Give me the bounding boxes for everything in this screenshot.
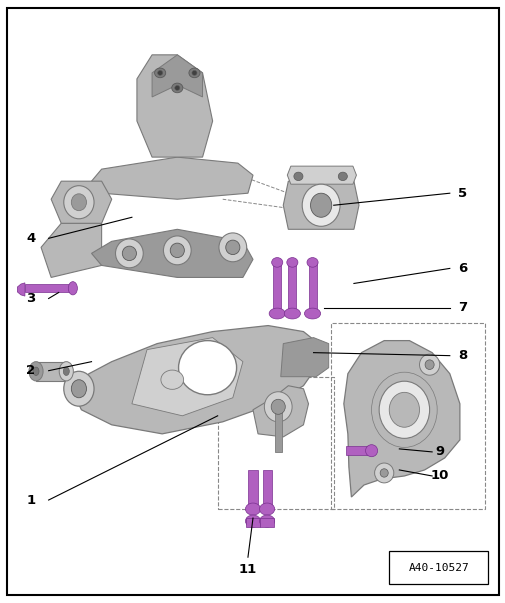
Ellipse shape <box>284 308 300 319</box>
Bar <box>248 470 257 509</box>
Ellipse shape <box>64 186 94 219</box>
Ellipse shape <box>245 515 260 527</box>
Bar <box>217 377 333 509</box>
Ellipse shape <box>424 360 433 370</box>
Ellipse shape <box>191 71 196 75</box>
Bar <box>260 518 274 527</box>
Ellipse shape <box>219 233 246 262</box>
Ellipse shape <box>374 463 393 483</box>
Ellipse shape <box>259 515 274 527</box>
Text: 1: 1 <box>26 493 35 507</box>
Polygon shape <box>132 338 242 416</box>
Ellipse shape <box>379 469 387 477</box>
Ellipse shape <box>63 367 69 376</box>
Polygon shape <box>283 181 358 229</box>
Ellipse shape <box>378 381 429 438</box>
Ellipse shape <box>158 71 162 75</box>
Bar <box>262 470 271 509</box>
Polygon shape <box>343 341 459 497</box>
Bar <box>345 446 371 455</box>
Bar <box>273 262 281 314</box>
Ellipse shape <box>68 282 77 295</box>
Ellipse shape <box>388 393 419 428</box>
Text: 7: 7 <box>457 301 466 314</box>
Text: A40-10527: A40-10527 <box>408 563 468 573</box>
Ellipse shape <box>71 380 86 398</box>
Bar <box>308 262 316 314</box>
Ellipse shape <box>301 184 339 226</box>
Text: 11: 11 <box>238 563 257 576</box>
Ellipse shape <box>225 240 239 254</box>
Bar <box>25 284 73 292</box>
Ellipse shape <box>115 239 143 268</box>
Polygon shape <box>36 362 66 381</box>
Ellipse shape <box>310 193 331 217</box>
Text: 2: 2 <box>26 364 35 377</box>
Ellipse shape <box>293 172 302 180</box>
Text: 8: 8 <box>457 349 466 362</box>
Text: 3: 3 <box>26 292 35 305</box>
Text: 9: 9 <box>434 446 443 458</box>
Ellipse shape <box>174 86 179 90</box>
Ellipse shape <box>264 392 291 422</box>
Polygon shape <box>91 229 252 277</box>
Polygon shape <box>51 181 112 223</box>
Ellipse shape <box>33 367 39 376</box>
Ellipse shape <box>171 83 182 93</box>
Polygon shape <box>152 55 202 97</box>
Bar <box>245 518 260 527</box>
Ellipse shape <box>269 308 285 319</box>
Ellipse shape <box>64 371 94 406</box>
Polygon shape <box>280 338 328 377</box>
Polygon shape <box>252 386 308 437</box>
Polygon shape <box>137 55 212 157</box>
Ellipse shape <box>188 68 199 78</box>
Text: 10: 10 <box>430 470 448 482</box>
Text: 6: 6 <box>457 262 466 275</box>
Ellipse shape <box>365 444 377 456</box>
Ellipse shape <box>161 370 183 390</box>
Text: 4: 4 <box>26 232 35 245</box>
Ellipse shape <box>155 68 165 78</box>
Polygon shape <box>17 283 25 296</box>
Text: 5: 5 <box>457 187 466 200</box>
Ellipse shape <box>259 503 274 515</box>
Ellipse shape <box>245 503 260 515</box>
Bar <box>331 323 484 509</box>
Ellipse shape <box>338 172 346 180</box>
Bar <box>388 551 487 584</box>
Ellipse shape <box>304 308 320 319</box>
Polygon shape <box>91 157 252 199</box>
Ellipse shape <box>71 194 86 210</box>
Bar <box>274 407 281 452</box>
Bar <box>288 262 296 314</box>
Polygon shape <box>71 326 318 434</box>
Ellipse shape <box>29 362 43 381</box>
Ellipse shape <box>59 362 73 381</box>
Ellipse shape <box>271 257 282 267</box>
Polygon shape <box>287 166 356 184</box>
Polygon shape <box>41 223 102 277</box>
Ellipse shape <box>122 246 136 260</box>
Ellipse shape <box>286 257 297 267</box>
Ellipse shape <box>307 257 318 267</box>
Ellipse shape <box>178 341 236 395</box>
Ellipse shape <box>163 236 191 265</box>
Ellipse shape <box>419 354 439 375</box>
Ellipse shape <box>170 243 184 257</box>
Ellipse shape <box>271 399 285 414</box>
